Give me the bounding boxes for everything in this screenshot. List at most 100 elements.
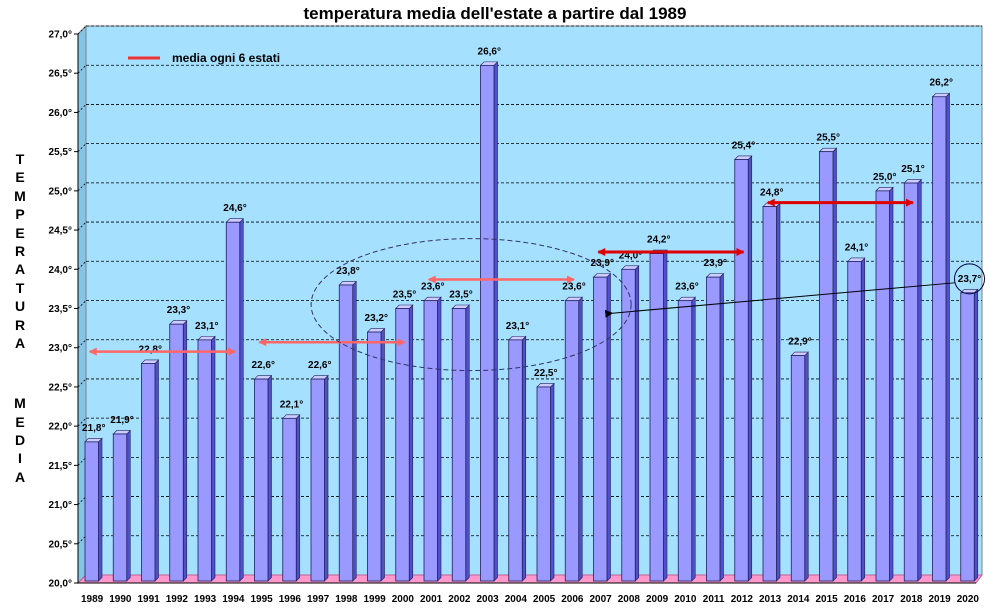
- bar: [367, 331, 382, 582]
- data-label: 25,5°: [817, 133, 840, 144]
- data-label: 22,8°: [139, 344, 162, 355]
- y-axis-label-letter: E: [15, 413, 25, 430]
- annotation-arrow: [604, 282, 955, 318]
- x-tick-label: 2004: [505, 594, 528, 605]
- bar-side: [578, 296, 583, 582]
- data-label: 23,5°: [393, 290, 416, 301]
- bar-side: [324, 374, 329, 582]
- bar: [282, 417, 297, 582]
- bar: [423, 300, 438, 582]
- bar-side: [465, 304, 470, 582]
- bar-side: [606, 272, 611, 582]
- data-label: 23,6°: [562, 282, 585, 293]
- y-axis-label-letter: U: [14, 298, 26, 315]
- x-tick-label: 1995: [251, 594, 274, 605]
- bar-side: [804, 351, 809, 582]
- data-label: 26,2°: [930, 78, 953, 89]
- bar-side: [126, 429, 131, 582]
- data-label: 22,5°: [534, 368, 557, 379]
- data-label: 24,8°: [760, 188, 783, 199]
- data-label: 23,5°: [449, 290, 472, 301]
- data-label: 24,2°: [647, 235, 670, 246]
- bar-side: [550, 382, 555, 582]
- bar: [112, 433, 128, 582]
- bar: [790, 355, 806, 582]
- x-tick-label: 1998: [335, 594, 358, 605]
- x-tick-label: 2010: [674, 594, 697, 605]
- x-tick-label: 2020: [957, 594, 980, 605]
- bar: [508, 339, 523, 582]
- y-axis-label-letter: R: [14, 316, 26, 333]
- y-axis-label-letter: A: [14, 261, 26, 278]
- bar: [169, 323, 184, 582]
- x-tick-label: 2008: [618, 594, 641, 605]
- bar-side: [719, 272, 724, 582]
- grid-line-side: [77, 182, 87, 192]
- data-label: 23,3°: [167, 305, 190, 316]
- bar-side: [860, 257, 866, 582]
- bar: [621, 268, 636, 582]
- data-label: 22,9°: [788, 337, 811, 348]
- bar: [564, 300, 580, 582]
- y-tick-label: 22,5°: [49, 382, 72, 393]
- y-axis-label-letter: M: [14, 187, 26, 204]
- x-tick-label: 1999: [364, 594, 387, 605]
- data-label: 23,9°: [591, 258, 614, 269]
- bar-side: [408, 304, 414, 582]
- x-tick-label: 2005: [533, 594, 556, 605]
- grid-line-side: [77, 221, 87, 231]
- x-tick-label: 2000: [392, 594, 415, 605]
- x-tick-label: 2016: [844, 594, 867, 605]
- bar-side: [352, 280, 357, 582]
- bar: [875, 190, 890, 582]
- x-tick-label: 1991: [138, 594, 161, 605]
- grid-line-side: [77, 143, 87, 152]
- bar: [593, 276, 608, 582]
- x-tick-label: 1989: [81, 594, 104, 605]
- y-tick-label: 20,5°: [49, 539, 72, 550]
- data-label: 25,0°: [873, 172, 896, 183]
- x-tick-label: 2019: [929, 594, 952, 605]
- bar-side: [182, 319, 188, 582]
- y-tick-label: 24,0°: [49, 265, 72, 276]
- data-label: 23,8°: [336, 266, 359, 277]
- y-axis-label-letter: I: [18, 450, 22, 467]
- y-tick-label: 25,0°: [49, 186, 72, 197]
- bar: [141, 362, 156, 582]
- bar: [254, 378, 269, 582]
- bar-side: [437, 296, 442, 582]
- data-label: 25,4°: [732, 140, 755, 151]
- grid-line-side: [77, 104, 87, 113]
- x-tick-label: 2017: [872, 594, 895, 605]
- x-tick-label: 2003: [477, 594, 500, 605]
- data-label: 23,6°: [675, 282, 698, 293]
- bar-side: [98, 437, 103, 582]
- bar: [338, 284, 354, 582]
- y-axis-label-letter: D: [14, 432, 26, 449]
- y-axis-label-letter: E: [15, 169, 25, 186]
- bar-side: [691, 296, 696, 582]
- y-axis-label-letter: A: [14, 334, 26, 351]
- bar: [677, 300, 693, 582]
- y-axis-label-letter: T: [15, 279, 25, 296]
- bar: [932, 96, 947, 582]
- bar-side: [776, 202, 781, 582]
- y-tick-label: 23,5°: [49, 304, 72, 315]
- bar-side: [239, 218, 244, 582]
- bar: [960, 292, 975, 582]
- highlight-ellipse: [310, 238, 632, 372]
- y-tick-label: 20,0°: [49, 579, 72, 590]
- data-label: 26,6°: [478, 46, 501, 57]
- bar-side: [747, 155, 753, 582]
- y-axis-label-letter: P: [15, 206, 25, 223]
- x-tick-label: 1993: [194, 594, 217, 605]
- x-tick-label: 2015: [816, 594, 839, 605]
- bar: [819, 151, 834, 582]
- y-tick-label: 26,0°: [49, 108, 72, 119]
- y-axis-label-letter: E: [15, 224, 25, 241]
- bar-side: [521, 335, 527, 582]
- grid-line-side: [77, 378, 87, 388]
- y-tick-label: 21,5°: [49, 461, 72, 472]
